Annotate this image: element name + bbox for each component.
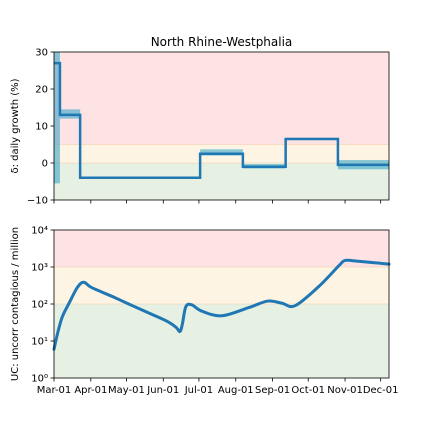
y-tick-label: −10 [27, 196, 48, 207]
y-tick-label: 0 [42, 159, 48, 170]
x-tick-label: Jun-01 [146, 385, 179, 396]
band-2 [54, 230, 389, 267]
chart-title: North Rhine-Westphalia [151, 35, 293, 49]
y-tick-label: 20 [35, 85, 48, 96]
ci-band-0 [54, 52, 60, 184]
y-axis-ticks: 10⁴ 10³ 10² 10¹ 10⁰ [31, 226, 54, 385]
x-tick-label: Nov-01 [327, 385, 363, 396]
y-tick-label: 10² [31, 300, 48, 311]
x-tick-label: Apr-01 [74, 385, 107, 396]
x-tick-label: Oct-01 [291, 385, 325, 396]
y-axis-label: UC: uncorr contagious / million [10, 227, 21, 381]
y-tick-label: 10¹ [31, 337, 48, 348]
daily-growth-chart: 30 20 10 0 −10 North Rhine-Westphalia δ: dai… [10, 35, 390, 207]
risk-bands [54, 230, 389, 378]
x-tick-label: Sep-01 [255, 385, 290, 396]
band-0 [54, 163, 389, 200]
band-1 [54, 267, 389, 304]
x-axis-ticks: Mar-01 Apr-01 May-01 Jun-01 Jul-01 Aug-01 Sep-… [37, 378, 399, 396]
y-tick-label: 10⁰ [31, 374, 48, 385]
y-tick-label: 10³ [31, 263, 48, 274]
x-axis-ticks [53, 200, 382, 204]
ci-band-3 [200, 149, 243, 156]
y-axis-label: δ: daily growth (%) [10, 78, 21, 173]
contagious-series-line [52, 258, 391, 351]
growth-rate-series-line [54, 61, 389, 180]
band-2 [54, 52, 389, 145]
x-tick-label: Mar-01 [37, 385, 72, 396]
y-axis-ticks: 30 20 10 0 −10 [27, 48, 54, 207]
x-tick-label: May-01 [108, 385, 145, 396]
y-tick-label: 30 [35, 48, 48, 59]
y-tick-label: 10⁴ [31, 226, 48, 237]
x-tick-label: Dec-01 [363, 385, 399, 396]
y-tick-label: 10 [35, 122, 48, 133]
x-tick-label: Jul-01 [184, 385, 213, 396]
x-tick-label: Aug-01 [218, 385, 254, 396]
contagious-chart: 10⁴ 10³ 10² 10¹ 10⁰ Mar-01 Apr-01 May-01 Jun-01… [10, 226, 399, 397]
